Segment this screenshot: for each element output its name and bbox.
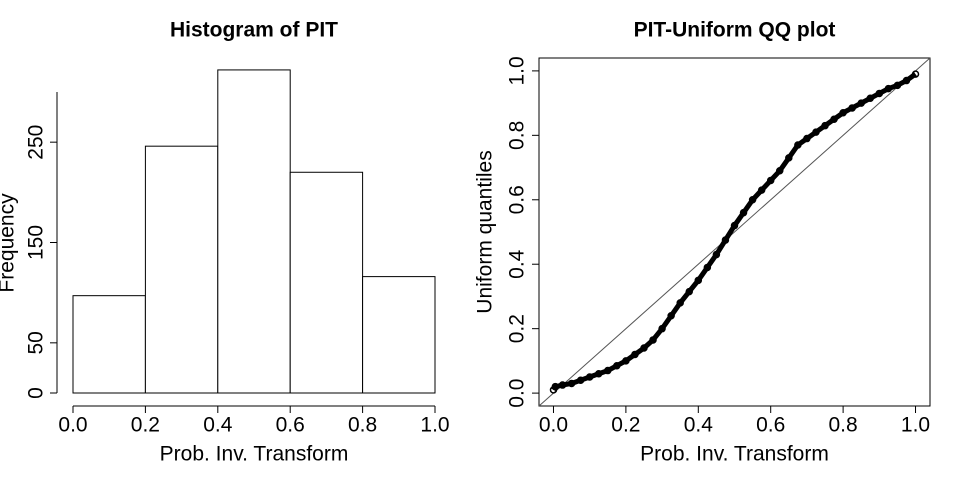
- qq-line: [551, 72, 917, 392]
- bar: [144, 145, 219, 394]
- x-tick-label: 0.6: [756, 414, 785, 437]
- point: [812, 128, 820, 136]
- point: [712, 250, 721, 259]
- point: [585, 373, 594, 381]
- y-axis-label: Uniform quantiles: [474, 150, 497, 313]
- point: [839, 109, 847, 117]
- point: [676, 299, 684, 307]
- y-tick-label: 0.4: [506, 249, 529, 279]
- x-tick-label: 0.8: [348, 414, 377, 437]
- x-tick-label: 0.4: [203, 414, 233, 437]
- x-axis-label: Prob. Inv. Transform: [160, 443, 349, 466]
- point: [875, 89, 884, 98]
- x-tick-label: 1.0: [420, 414, 449, 437]
- point: [739, 208, 748, 217]
- point: [911, 70, 920, 78]
- point: [551, 382, 560, 391]
- point: [631, 350, 639, 359]
- point: [776, 167, 784, 175]
- y-tick-label: 250: [25, 125, 48, 160]
- point: [785, 154, 793, 162]
- point: [604, 366, 612, 375]
- reference-line: [538, 57, 931, 407]
- point: [640, 344, 648, 352]
- y-axis-label: Frequency: [0, 193, 19, 293]
- point: [694, 276, 703, 285]
- y-tick-label: 0: [25, 387, 48, 399]
- point: [576, 376, 585, 384]
- point: [803, 134, 811, 143]
- point: [821, 121, 829, 130]
- point: [649, 336, 657, 344]
- y-tick-label: 0.6: [506, 185, 529, 214]
- point: [757, 186, 766, 194]
- bar: [289, 171, 364, 394]
- point: [902, 76, 911, 85]
- chart-title: Histogram of PIT: [170, 19, 338, 42]
- point: [567, 379, 576, 388]
- point: [721, 236, 730, 244]
- bar: [72, 295, 146, 394]
- point: [848, 104, 856, 112]
- chart-title: PIT-Uniform QQ plot: [634, 19, 836, 42]
- bar: [217, 69, 291, 394]
- point: [730, 221, 739, 230]
- x-tick-label: 0.2: [131, 414, 160, 437]
- y-tick-label: 50: [25, 331, 48, 354]
- x-tick-label: 1.0: [901, 414, 930, 437]
- point: [613, 361, 621, 370]
- point: [884, 84, 893, 93]
- point: [703, 263, 712, 272]
- x-tick-label: 0.2: [611, 414, 640, 437]
- y-tick-label: 1.0: [506, 56, 529, 85]
- point: [558, 381, 567, 389]
- x-tick-label: 0.8: [829, 414, 858, 437]
- x-tick-label: 0.4: [684, 414, 714, 437]
- x-tick-label: 0.6: [276, 414, 305, 437]
- point: [594, 370, 603, 378]
- point: [794, 141, 802, 149]
- y-tick-label: 0.8: [506, 121, 529, 150]
- x-axis-label: Prob. Inv. Transform: [640, 443, 829, 466]
- y-tick-label: 0.2: [506, 314, 529, 343]
- point: [667, 312, 675, 320]
- y-tick-label: 0.0: [506, 379, 529, 408]
- point: [766, 176, 775, 185]
- point: [622, 357, 630, 365]
- point: [830, 115, 838, 123]
- y-tick-label: 150: [25, 225, 48, 260]
- point: [685, 287, 693, 296]
- plot-box: [538, 57, 931, 407]
- point: [658, 324, 666, 333]
- point: [866, 94, 875, 103]
- bar: [362, 276, 436, 394]
- point: [893, 81, 902, 90]
- point: [748, 196, 757, 204]
- point: [857, 99, 865, 107]
- x-tick-label: 0.0: [58, 414, 87, 437]
- x-tick-label: 0.0: [539, 414, 568, 437]
